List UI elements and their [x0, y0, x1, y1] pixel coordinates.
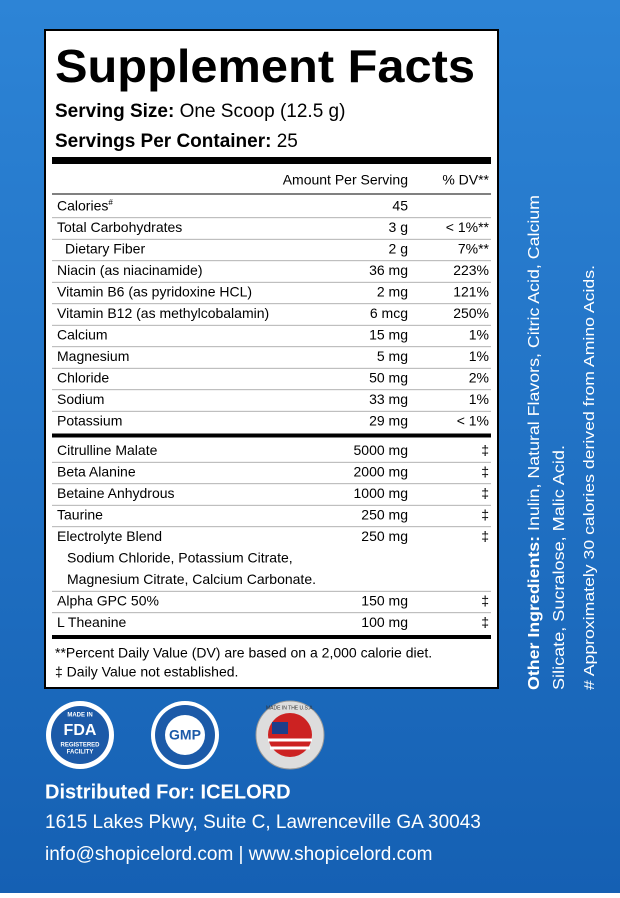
row-name: Alpha GPC 50% — [57, 593, 159, 609]
row-name: Calcium — [57, 327, 108, 343]
row-amount: 50 mg — [369, 370, 408, 386]
row-dv: 1% — [469, 391, 489, 407]
row-name: Niacin (as niacinamide) — [57, 262, 203, 278]
row-dv: ‡ — [481, 442, 489, 458]
badge-text: GMP — [169, 727, 201, 743]
fda-badge: MADE IN FDA REGISTERED FACILITY — [46, 701, 114, 769]
badge-text: MADE IN THE U.S.A. — [266, 705, 314, 711]
row-name: Total Carbohydrates — [57, 219, 182, 235]
gmp-badge: GMP — [151, 701, 219, 769]
row-name: L Theanine — [57, 614, 126, 630]
servings: Servings Per Container: 25 — [55, 131, 298, 152]
other-ingredients: Other Ingredients: Inulin, Natural Flavo… — [526, 195, 543, 690]
row-amount: 5 mg — [377, 348, 408, 364]
row-amount: 1000 mg — [354, 485, 408, 501]
row-name: Chloride — [57, 370, 109, 386]
row-amount: 5000 mg — [354, 442, 408, 458]
row-name: Betaine Anhydrous — [57, 485, 175, 501]
row-amount: 33 mg — [369, 391, 408, 407]
distributor-address: 1615 Lakes Pkwy, Suite C, Lawrenceville … — [45, 812, 481, 833]
row-dv: 1% — [469, 327, 489, 343]
row-amount: 6 mcg — [370, 305, 408, 321]
col-amount: Amount Per Serving — [283, 172, 408, 188]
row-dv: ‡ — [481, 485, 489, 501]
row-name: Vitamin B6 (as pyridoxine HCL) — [57, 284, 252, 300]
row-name: Magnesium — [57, 348, 129, 364]
row-dv: ‡ — [481, 528, 489, 544]
row-dv: ‡ — [481, 593, 489, 609]
row-amount: 100 mg — [361, 614, 408, 630]
row-sub: Magnesium Citrate, Calcium Carbonate. — [67, 571, 316, 587]
row-dv: < 1% — [457, 413, 489, 429]
row-amount: 15 mg — [369, 327, 408, 343]
row-dv: ‡ — [481, 614, 489, 630]
row-dv: 121% — [453, 284, 489, 300]
row-dv: 1% — [469, 348, 489, 364]
badge-text: FACILITY — [67, 750, 94, 756]
row-amount: 150 mg — [361, 593, 408, 609]
row-dv: 7%** — [458, 241, 490, 257]
row-name: Citrulline Malate — [57, 442, 158, 458]
servings-value: 25 — [277, 131, 298, 152]
row-name: Sodium — [57, 391, 104, 407]
thick-rule — [52, 635, 491, 639]
row-dv: ‡ — [481, 507, 489, 523]
serving-size: Serving Size: One Scoop (12.5 g) — [55, 101, 345, 122]
amino-note: # Approximately 30 calories derived from… — [581, 265, 598, 690]
row-name: Electrolyte Blend — [57, 528, 162, 544]
ingredients-line: Silicate, Sucralose, Malic Acid. — [551, 445, 568, 690]
col-dv: % DV** — [442, 172, 489, 188]
row-dv: < 1%** — [446, 219, 490, 235]
distributor-contact: info@shopicelord.com | www.shopicelord.c… — [45, 844, 433, 865]
thick-rule — [52, 157, 491, 164]
facts-panel — [44, 29, 499, 689]
row-amount: 29 mg — [369, 413, 408, 429]
row-amount: 2 g — [389, 241, 408, 257]
row-name: Vitamin B12 (as methylcobalamin) — [57, 305, 269, 321]
row-sub: Sodium Chloride, Potassium Citrate, — [67, 550, 293, 566]
thick-rule — [52, 433, 491, 438]
footnote: ‡ Daily Value not established. — [55, 664, 238, 680]
row-amount: 45 — [392, 198, 408, 214]
ingredients-line: Inulin, Natural Flavors, Citric Acid, Ca… — [526, 195, 543, 531]
row-name: Calories# — [57, 198, 113, 214]
serving-value: One Scoop (12.5 g) — [180, 101, 346, 122]
row-name: Taurine — [57, 507, 103, 523]
servings-label: Servings Per Container: — [55, 131, 271, 152]
row-sup: # — [108, 198, 113, 207]
row-amount: 250 mg — [361, 507, 408, 523]
title: Supplement Facts — [55, 40, 475, 92]
badge-text: FDA — [64, 722, 97, 739]
row-amount: 36 mg — [369, 262, 408, 278]
row-dv: 250% — [453, 305, 489, 321]
serving-label: Serving Size: — [55, 101, 174, 122]
row-dv: ‡ — [481, 464, 489, 480]
row-dv: 2% — [469, 370, 489, 386]
ingredients-label: Other Ingredients: — [526, 536, 543, 690]
row-name: Beta Alanine — [57, 464, 136, 480]
row-amount: 3 g — [389, 219, 408, 235]
row-amount: 2000 mg — [354, 464, 408, 480]
badge-text: MADE IN — [67, 713, 92, 719]
row-amount: 2 mg — [377, 284, 408, 300]
row-dv: 223% — [453, 262, 489, 278]
row-amount: 250 mg — [361, 528, 408, 544]
badge-text: REGISTERED — [60, 743, 100, 749]
distributor-title: Distributed For: ICELORD — [45, 781, 291, 803]
usa-badge: MADE IN THE U.S.A. — [255, 700, 325, 770]
row-name: Dietary Fiber — [65, 241, 145, 257]
row-name: Potassium — [57, 413, 122, 429]
footnote: **Percent Daily Value (DV) are based on … — [55, 645, 432, 661]
